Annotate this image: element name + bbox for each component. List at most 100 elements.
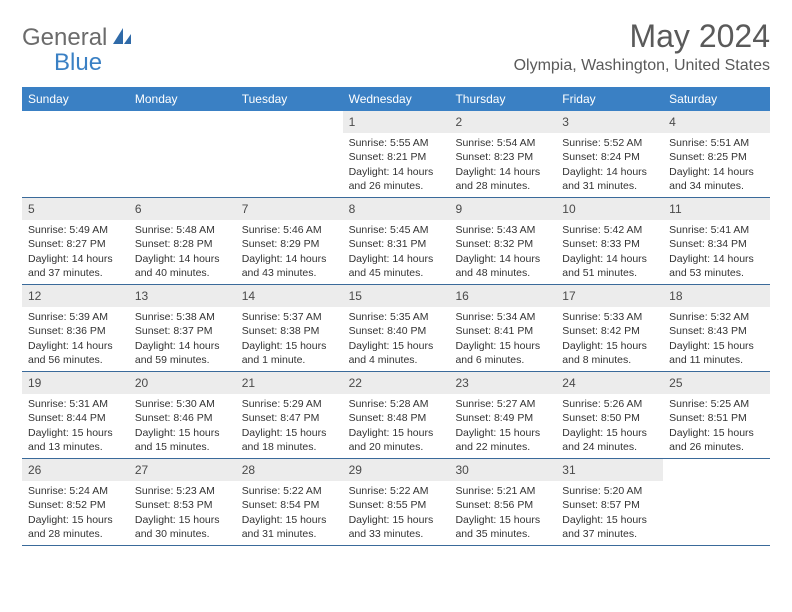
daylight-text: Daylight: 15 hours and 13 minutes. (28, 426, 123, 454)
sunrise-text: Sunrise: 5:49 AM (28, 223, 123, 237)
day-content: Sunrise: 5:55 AMSunset: 8:21 PMDaylight:… (343, 135, 450, 197)
day-number: 17 (556, 285, 663, 307)
daylight-text: Daylight: 15 hours and 1 minute. (242, 339, 337, 367)
day-number: 4 (663, 111, 770, 133)
day-number: 29 (343, 459, 450, 481)
day-content: Sunrise: 5:51 AMSunset: 8:25 PMDaylight:… (663, 135, 770, 197)
weekday-header: Monday (129, 87, 236, 111)
sunset-text: Sunset: 8:40 PM (349, 324, 444, 338)
day-number: 21 (236, 372, 343, 394)
daylight-text: Daylight: 14 hours and 56 minutes. (28, 339, 123, 367)
sunrise-text: Sunrise: 5:25 AM (669, 397, 764, 411)
day-number: 23 (449, 372, 556, 394)
sunrise-text: Sunrise: 5:42 AM (562, 223, 657, 237)
sunrise-text: Sunrise: 5:31 AM (28, 397, 123, 411)
day-content: Sunrise: 5:24 AMSunset: 8:52 PMDaylight:… (22, 483, 129, 545)
day-number: 3 (556, 111, 663, 133)
sunset-text: Sunset: 8:51 PM (669, 411, 764, 425)
day-content: Sunrise: 5:31 AMSunset: 8:44 PMDaylight:… (22, 396, 129, 458)
day-cell: 29Sunrise: 5:22 AMSunset: 8:55 PMDayligh… (343, 459, 450, 545)
day-content: Sunrise: 5:46 AMSunset: 8:29 PMDaylight:… (236, 222, 343, 284)
sunrise-text: Sunrise: 5:32 AM (669, 310, 764, 324)
day-number: 16 (449, 285, 556, 307)
day-cell: 2Sunrise: 5:54 AMSunset: 8:23 PMDaylight… (449, 111, 556, 197)
daylight-text: Daylight: 14 hours and 45 minutes. (349, 252, 444, 280)
logo-text-general: General (22, 24, 107, 52)
day-content: Sunrise: 5:39 AMSunset: 8:36 PMDaylight:… (22, 309, 129, 371)
sunset-text: Sunset: 8:28 PM (135, 237, 230, 251)
sunset-text: Sunset: 8:43 PM (669, 324, 764, 338)
daylight-text: Daylight: 14 hours and 51 minutes. (562, 252, 657, 280)
sunrise-text: Sunrise: 5:45 AM (349, 223, 444, 237)
sunrise-text: Sunrise: 5:23 AM (135, 484, 230, 498)
day-content: Sunrise: 5:27 AMSunset: 8:49 PMDaylight:… (449, 396, 556, 458)
weekday-header-row: SundayMondayTuesdayWednesdayThursdayFrid… (22, 87, 770, 111)
day-cell: 15Sunrise: 5:35 AMSunset: 8:40 PMDayligh… (343, 285, 450, 371)
sunrise-text: Sunrise: 5:43 AM (455, 223, 550, 237)
day-content: Sunrise: 5:52 AMSunset: 8:24 PMDaylight:… (556, 135, 663, 197)
weekday-header: Tuesday (236, 87, 343, 111)
day-content: Sunrise: 5:34 AMSunset: 8:41 PMDaylight:… (449, 309, 556, 371)
sunset-text: Sunset: 8:24 PM (562, 150, 657, 164)
weekday-header: Friday (556, 87, 663, 111)
day-cell: 10Sunrise: 5:42 AMSunset: 8:33 PMDayligh… (556, 198, 663, 284)
day-content: Sunrise: 5:28 AMSunset: 8:48 PMDaylight:… (343, 396, 450, 458)
daylight-text: Daylight: 15 hours and 30 minutes. (135, 513, 230, 541)
weekday-header: Sunday (22, 87, 129, 111)
day-cell: 4Sunrise: 5:51 AMSunset: 8:25 PMDaylight… (663, 111, 770, 197)
sunset-text: Sunset: 8:53 PM (135, 498, 230, 512)
daylight-text: Daylight: 14 hours and 31 minutes. (562, 165, 657, 193)
sunset-text: Sunset: 8:32 PM (455, 237, 550, 251)
day-content: Sunrise: 5:49 AMSunset: 8:27 PMDaylight:… (22, 222, 129, 284)
daylight-text: Daylight: 14 hours and 26 minutes. (349, 165, 444, 193)
sunrise-text: Sunrise: 5:35 AM (349, 310, 444, 324)
logo-text-blue: Blue (54, 49, 102, 76)
sunrise-text: Sunrise: 5:46 AM (242, 223, 337, 237)
sunset-text: Sunset: 8:55 PM (349, 498, 444, 512)
sunset-text: Sunset: 8:21 PM (349, 150, 444, 164)
daylight-text: Daylight: 15 hours and 4 minutes. (349, 339, 444, 367)
day-cell (236, 111, 343, 197)
day-cell: 6Sunrise: 5:48 AMSunset: 8:28 PMDaylight… (129, 198, 236, 284)
day-number: 30 (449, 459, 556, 481)
day-number: 13 (129, 285, 236, 307)
sunrise-text: Sunrise: 5:48 AM (135, 223, 230, 237)
day-cell: 21Sunrise: 5:29 AMSunset: 8:47 PMDayligh… (236, 372, 343, 458)
sunset-text: Sunset: 8:33 PM (562, 237, 657, 251)
day-cell: 12Sunrise: 5:39 AMSunset: 8:36 PMDayligh… (22, 285, 129, 371)
daylight-text: Daylight: 14 hours and 40 minutes. (135, 252, 230, 280)
day-content: Sunrise: 5:22 AMSunset: 8:54 PMDaylight:… (236, 483, 343, 545)
day-content: Sunrise: 5:30 AMSunset: 8:46 PMDaylight:… (129, 396, 236, 458)
day-cell: 16Sunrise: 5:34 AMSunset: 8:41 PMDayligh… (449, 285, 556, 371)
day-cell: 14Sunrise: 5:37 AMSunset: 8:38 PMDayligh… (236, 285, 343, 371)
day-cell: 30Sunrise: 5:21 AMSunset: 8:56 PMDayligh… (449, 459, 556, 545)
weekday-header: Thursday (449, 87, 556, 111)
day-number: 24 (556, 372, 663, 394)
day-cell: 22Sunrise: 5:28 AMSunset: 8:48 PMDayligh… (343, 372, 450, 458)
sunrise-text: Sunrise: 5:51 AM (669, 136, 764, 150)
day-number: 19 (22, 372, 129, 394)
day-number: 28 (236, 459, 343, 481)
day-cell: 25Sunrise: 5:25 AMSunset: 8:51 PMDayligh… (663, 372, 770, 458)
day-cell: 1Sunrise: 5:55 AMSunset: 8:21 PMDaylight… (343, 111, 450, 197)
daylight-text: Daylight: 15 hours and 11 minutes. (669, 339, 764, 367)
sunset-text: Sunset: 8:37 PM (135, 324, 230, 338)
day-content: Sunrise: 5:42 AMSunset: 8:33 PMDaylight:… (556, 222, 663, 284)
day-number: 27 (129, 459, 236, 481)
sunrise-text: Sunrise: 5:52 AM (562, 136, 657, 150)
sunrise-text: Sunrise: 5:30 AM (135, 397, 230, 411)
day-number: 1 (343, 111, 450, 133)
daylight-text: Daylight: 14 hours and 28 minutes. (455, 165, 550, 193)
sunrise-text: Sunrise: 5:26 AM (562, 397, 657, 411)
day-content: Sunrise: 5:25 AMSunset: 8:51 PMDaylight:… (663, 396, 770, 458)
day-cell: 13Sunrise: 5:38 AMSunset: 8:37 PMDayligh… (129, 285, 236, 371)
sunrise-text: Sunrise: 5:38 AM (135, 310, 230, 324)
sunrise-text: Sunrise: 5:55 AM (349, 136, 444, 150)
sunrise-text: Sunrise: 5:41 AM (669, 223, 764, 237)
day-number: 5 (22, 198, 129, 220)
daylight-text: Daylight: 15 hours and 20 minutes. (349, 426, 444, 454)
day-cell: 18Sunrise: 5:32 AMSunset: 8:43 PMDayligh… (663, 285, 770, 371)
sail-icon (111, 26, 133, 51)
day-content: Sunrise: 5:45 AMSunset: 8:31 PMDaylight:… (343, 222, 450, 284)
day-cell: 5Sunrise: 5:49 AMSunset: 8:27 PMDaylight… (22, 198, 129, 284)
